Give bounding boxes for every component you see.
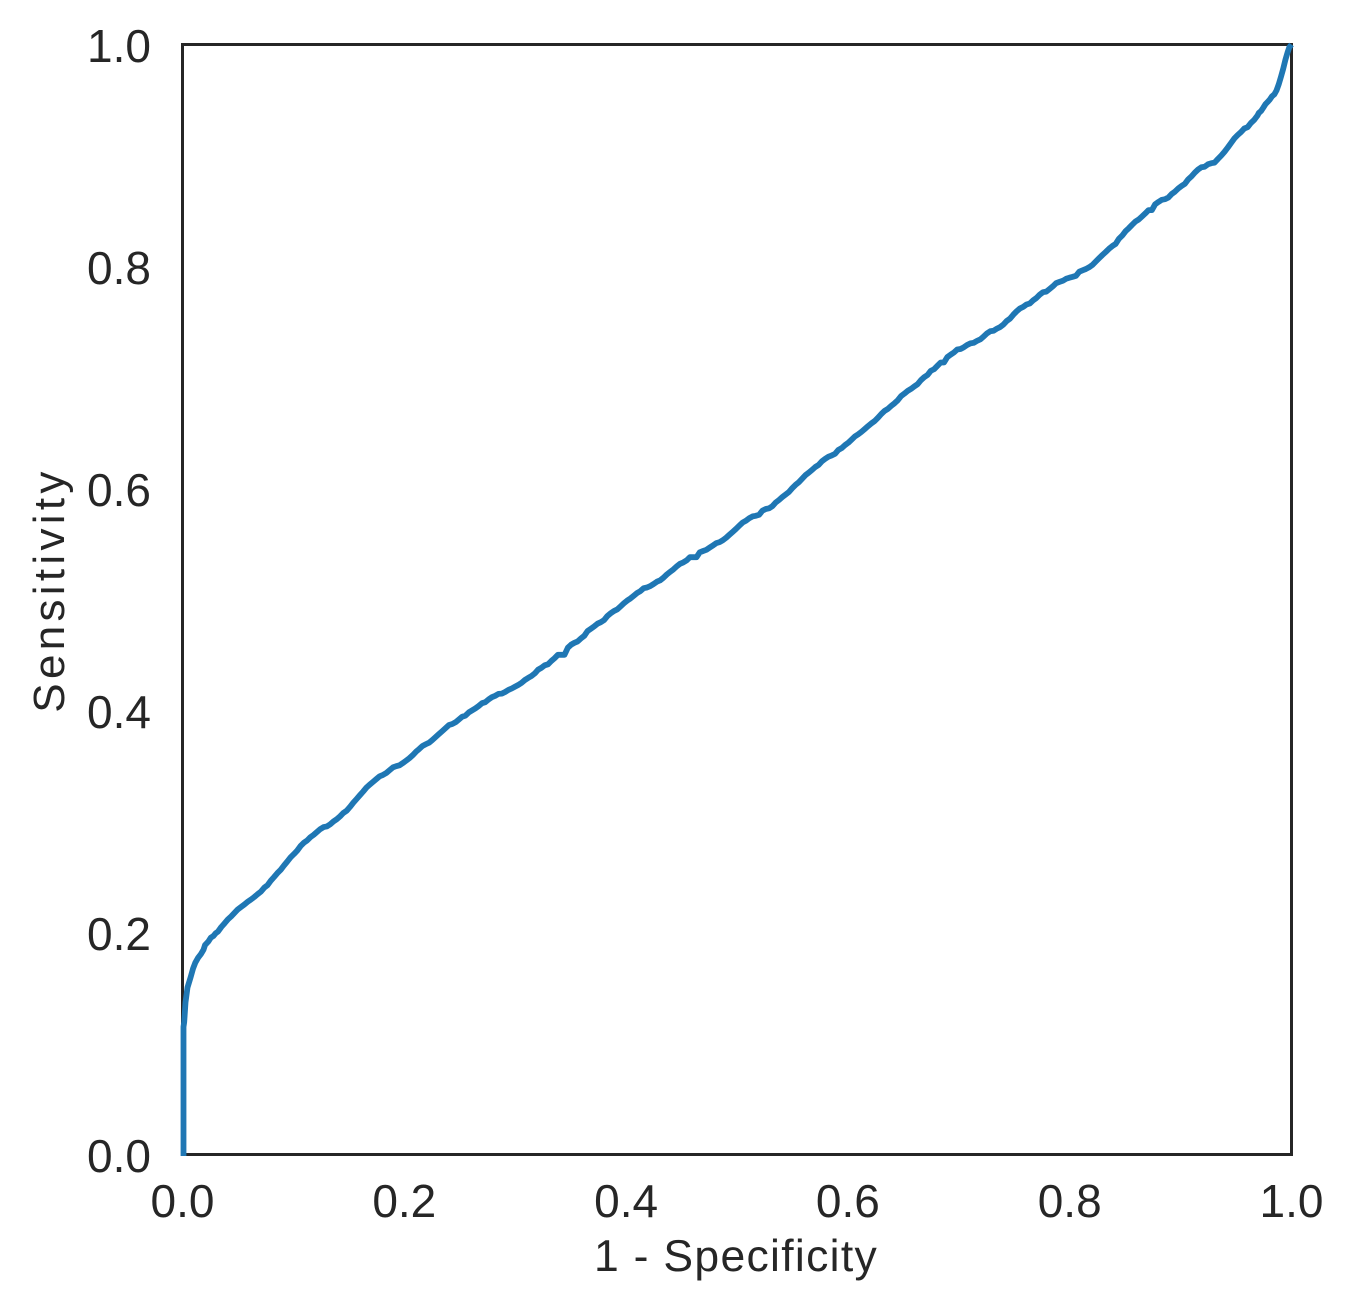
svg-text:1 - Specificity: 1 - Specificity [594, 1232, 878, 1281]
svg-text:0.4: 0.4 [87, 686, 151, 738]
svg-text:0.6: 0.6 [87, 464, 151, 516]
svg-text:0.6: 0.6 [816, 1175, 880, 1227]
svg-text:0.4: 0.4 [594, 1175, 658, 1227]
svg-text:0.0: 0.0 [151, 1175, 215, 1227]
svg-text:0.2: 0.2 [372, 1175, 436, 1227]
svg-text:0.0: 0.0 [87, 1130, 151, 1182]
svg-text:0.8: 0.8 [87, 242, 151, 294]
svg-text:0.2: 0.2 [87, 908, 151, 960]
svg-text:1.0: 1.0 [87, 20, 151, 72]
svg-text:0.8: 0.8 [1038, 1175, 1102, 1227]
svg-text:1.0: 1.0 [1260, 1175, 1324, 1227]
svg-text:Sensitivity: Sensitivity [25, 467, 74, 712]
